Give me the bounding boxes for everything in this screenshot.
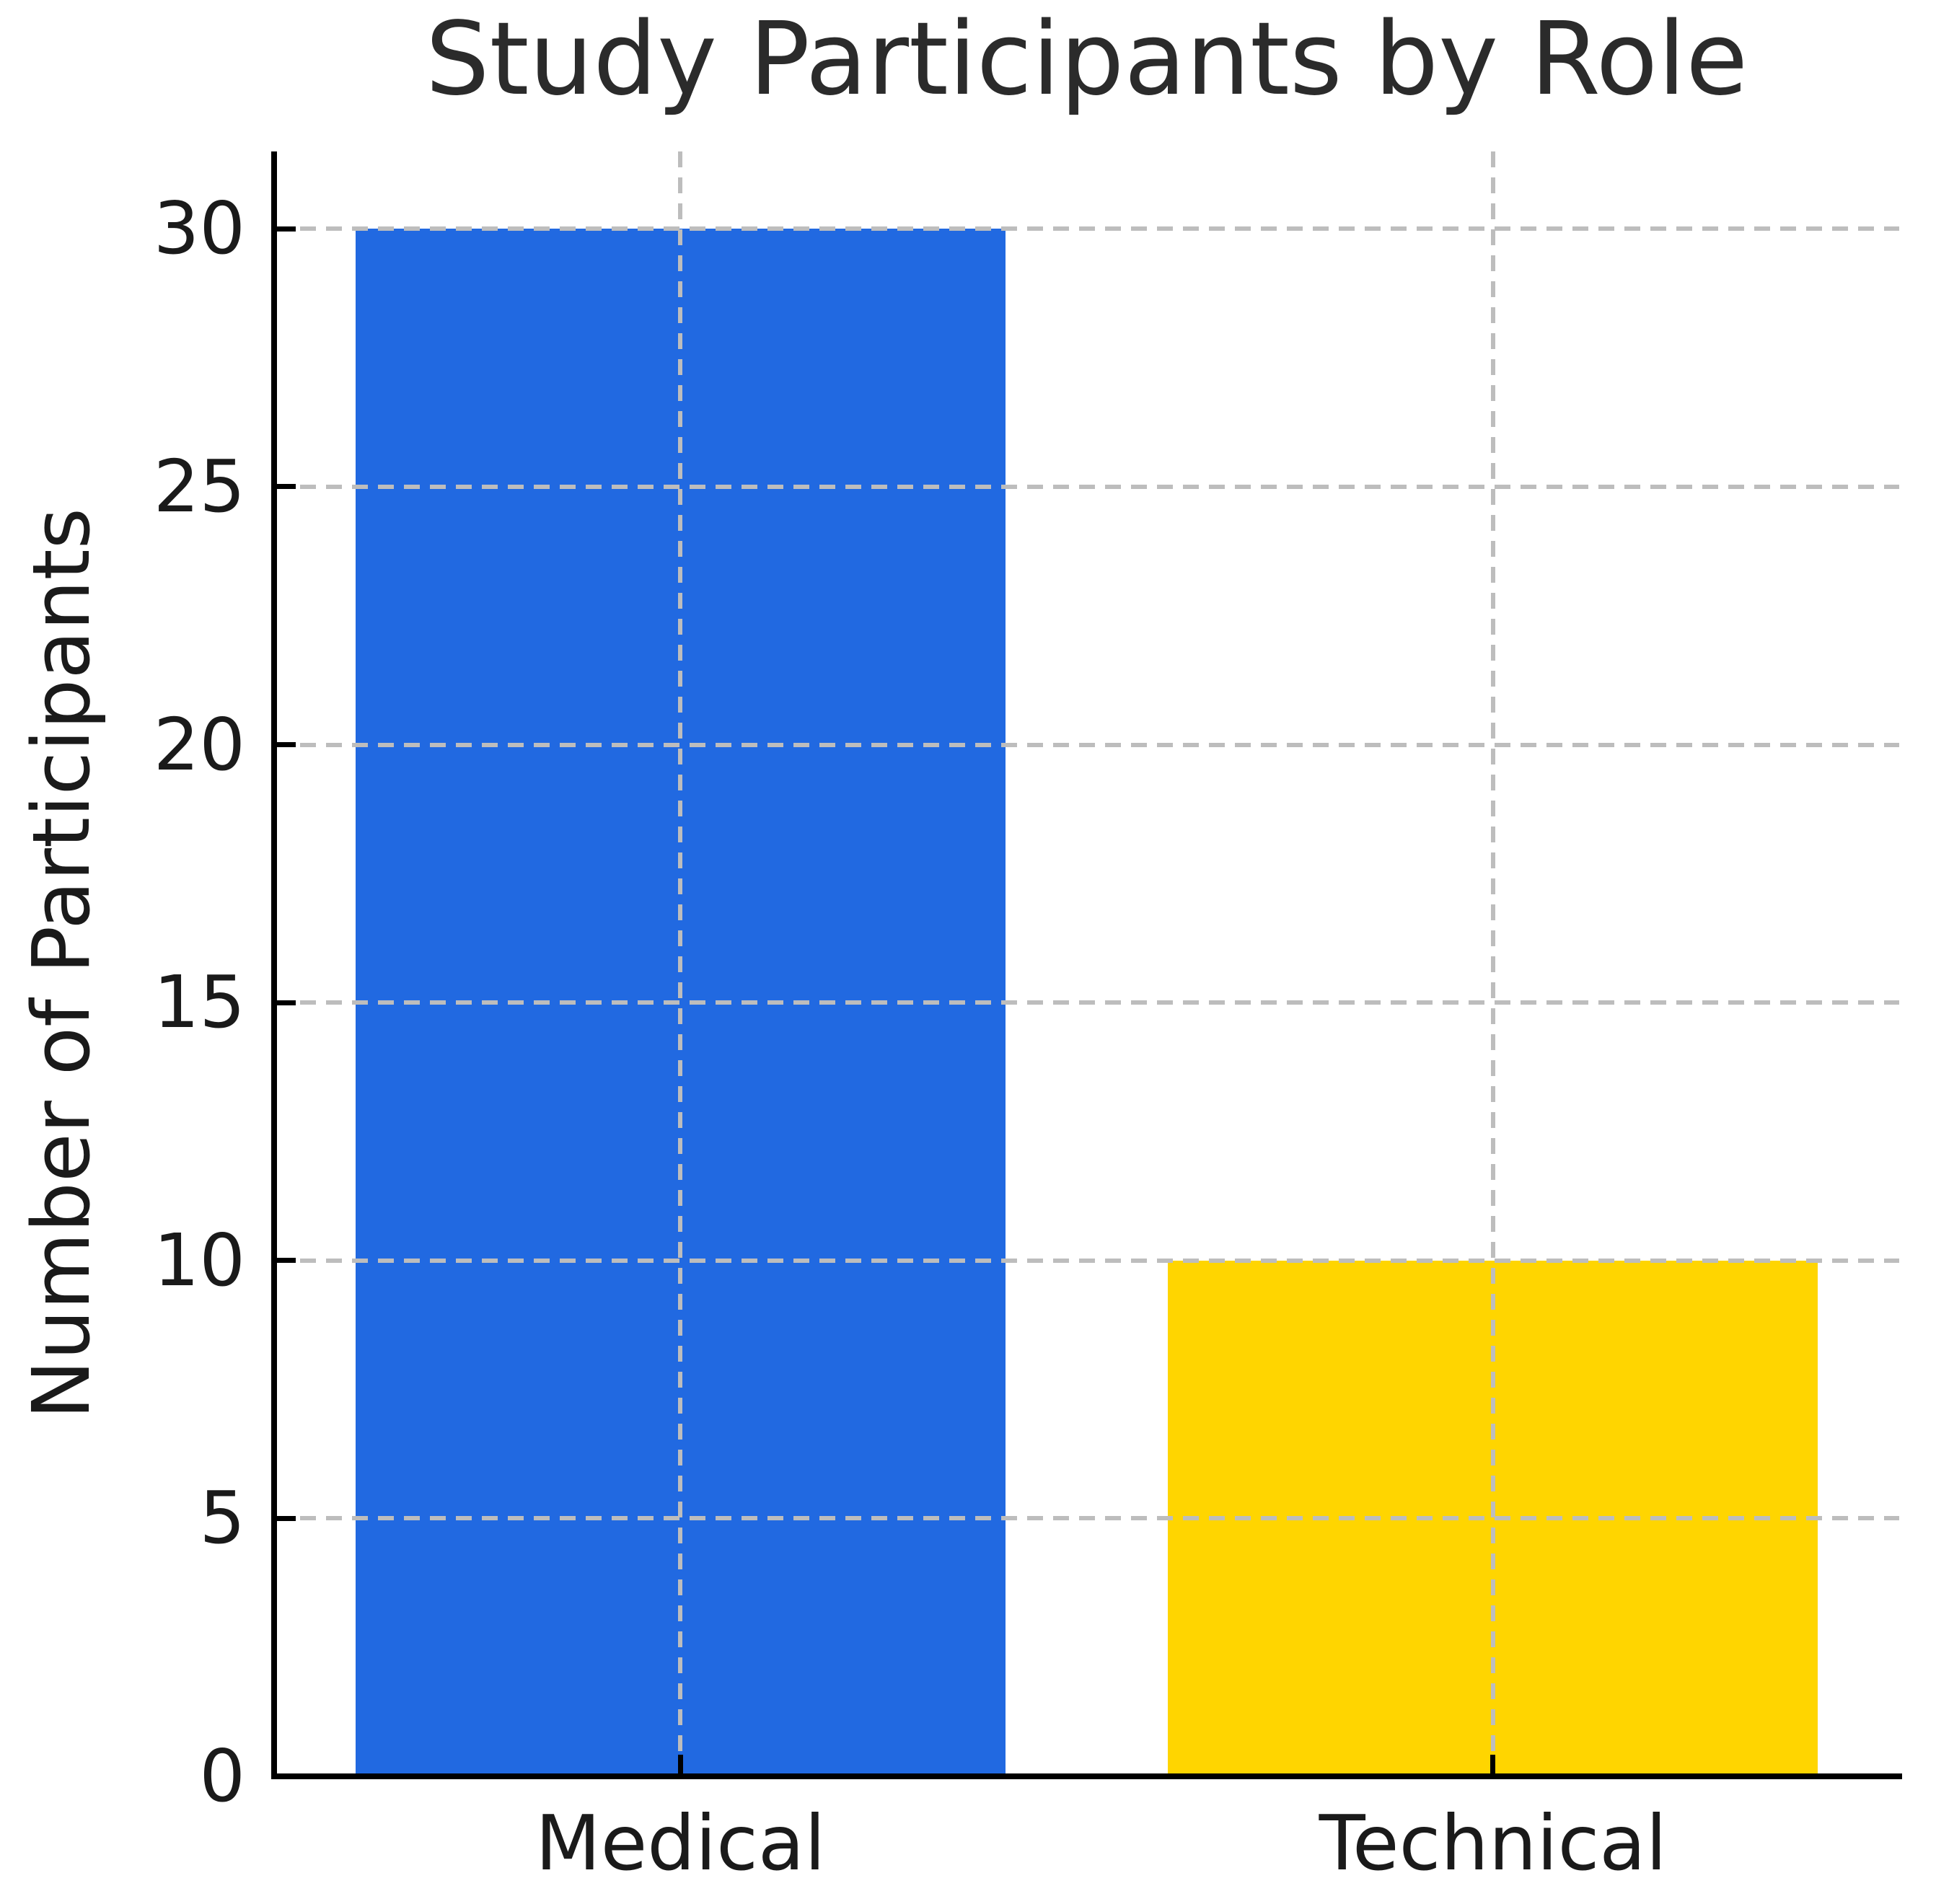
x-tick-medical — [677, 1755, 683, 1776]
x-tick-label-medical: Medical — [535, 1799, 826, 1887]
gridline-y-30 — [274, 226, 1899, 232]
plot-area — [271, 151, 1902, 1779]
gridline-y-15 — [274, 1000, 1899, 1005]
y-tick-10 — [274, 1258, 296, 1264]
y-axis-spine — [271, 151, 277, 1779]
ticks-layer — [274, 151, 1899, 1779]
gridline-y-5 — [274, 1516, 1899, 1521]
gridline-x-technical — [1490, 151, 1495, 1776]
y-tick-label-30: 30 — [153, 186, 245, 271]
x-axis-spine — [271, 1773, 1902, 1779]
y-tick-label-5: 5 — [199, 1476, 245, 1561]
gridline-y-10 — [274, 1258, 1899, 1263]
gridline-x-medical — [678, 151, 683, 1776]
y-tick-20 — [274, 742, 296, 748]
gridline-y-20 — [274, 742, 1899, 747]
x-tick-label-technical: Technical — [1319, 1799, 1667, 1887]
y-tick-label-15: 15 — [153, 960, 245, 1045]
grid-layer — [274, 151, 1899, 1776]
gridline-y-25 — [274, 484, 1899, 489]
y-tick-30 — [274, 226, 296, 232]
y-tick-label-10: 10 — [153, 1217, 245, 1303]
y-tick-label-25: 25 — [153, 444, 245, 529]
y-tick-label-0: 0 — [199, 1734, 245, 1818]
y-tick-label-20: 20 — [153, 702, 245, 787]
y-tick-5 — [274, 1515, 296, 1521]
y-tick-25 — [274, 484, 296, 490]
x-tick-technical — [1490, 1755, 1496, 1776]
y-tick-0 — [274, 1773, 296, 1779]
y-tick-15 — [274, 1000, 296, 1005]
chart-title: Study Participants by Role — [425, 1, 1748, 118]
